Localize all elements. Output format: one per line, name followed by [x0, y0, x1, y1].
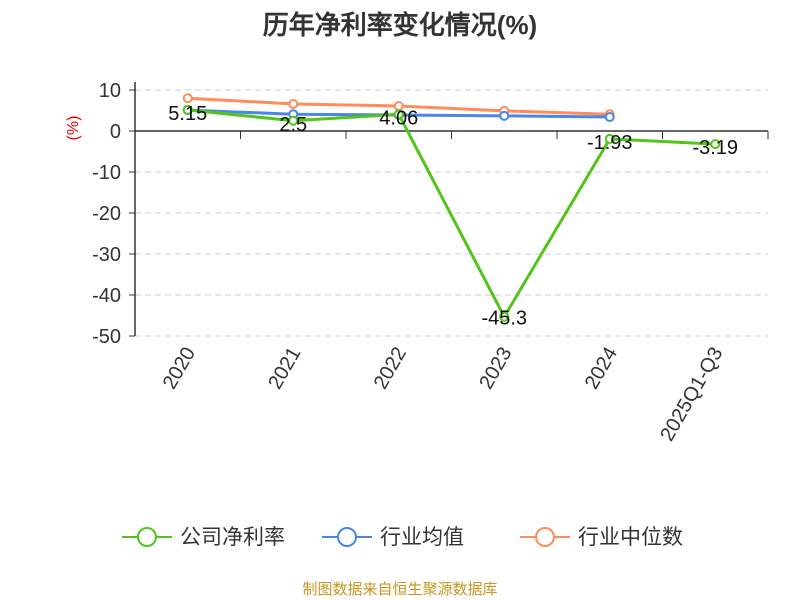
data-point: [288, 115, 299, 126]
y-tick-label: 10: [99, 80, 121, 102]
data-point: [393, 109, 404, 120]
x-tick-label: 2024: [581, 344, 622, 394]
data-label: -45.3: [481, 308, 527, 330]
data-point: [182, 104, 193, 115]
data-point: [182, 93, 193, 104]
data-point: [710, 139, 721, 150]
legend-label: 行业中位数: [578, 526, 683, 549]
y-tick-label: -20: [92, 203, 121, 225]
x-tick-label: 2023: [475, 344, 516, 394]
data-label: 5.15: [168, 103, 207, 125]
footer-source: 制图数据来自恒生聚源数据库: [302, 581, 497, 598]
data-label: -1.93: [587, 132, 633, 154]
y-tick-label: -50: [92, 326, 121, 348]
y-tick-label: -30: [92, 244, 121, 266]
legend-marker: [337, 527, 357, 547]
legend-marker: [535, 527, 555, 547]
data-point: [288, 98, 299, 109]
data-label: 4.06: [379, 107, 418, 129]
x-tick-label: 2022: [370, 344, 411, 394]
x-tick-label: 2025Q1-Q3: [656, 344, 727, 446]
data-label: 2.5: [279, 114, 307, 136]
y-tick-label: -10: [92, 162, 121, 184]
y-tick-label: -40: [92, 285, 121, 307]
x-tick-label: 2021: [264, 344, 305, 394]
legend-marker: [137, 527, 157, 547]
y-tick-label: 0: [110, 121, 121, 143]
data-point: [604, 133, 615, 144]
data-point: [499, 311, 510, 322]
series-line: [187, 108, 716, 320]
chart-title: 历年净利率变化情况(%): [263, 10, 537, 40]
data-point: [499, 110, 510, 121]
data-label: -3.19: [692, 137, 738, 159]
legend-label: 公司净利率: [180, 526, 285, 549]
y-axis-label: (%): [65, 116, 82, 141]
legend-label: 行业均值: [380, 526, 464, 549]
x-tick-label: 2020: [159, 344, 200, 394]
data-point: [604, 112, 615, 123]
